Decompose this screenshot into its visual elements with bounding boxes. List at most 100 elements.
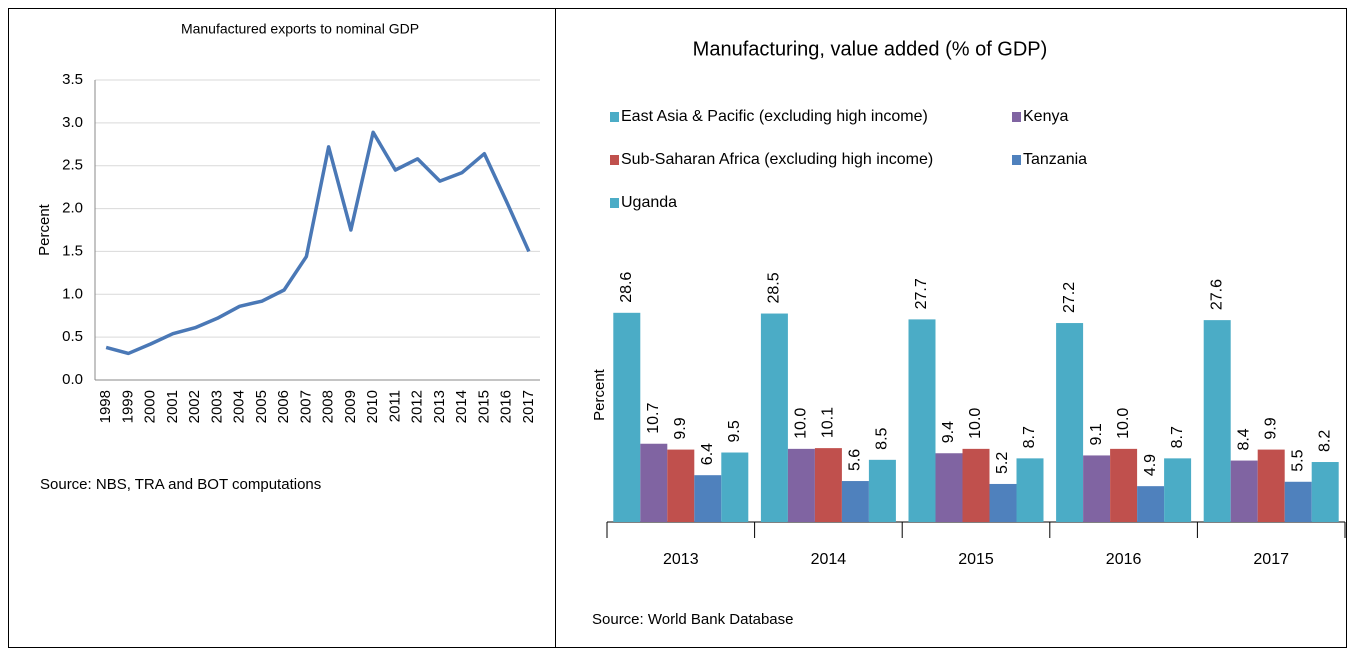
bar [1311, 462, 1339, 522]
x-tick-label: 2017 [1253, 551, 1289, 568]
y-tick-label: 0.0 [62, 371, 83, 388]
source-note: Source: NBS, TRA and BOT computations [40, 476, 321, 493]
bar [841, 481, 869, 522]
bar [1203, 320, 1231, 522]
bar [935, 453, 963, 522]
legend-label: Uganda [621, 194, 677, 211]
value-label: 9.1 [1088, 423, 1105, 445]
value-label: 9.9 [1262, 417, 1279, 439]
source-note: Source: World Bank Database [592, 611, 794, 628]
bar [667, 449, 695, 522]
bar [868, 459, 896, 522]
value-label: 28.5 [766, 272, 783, 303]
x-tick-label: 2010 [364, 390, 381, 423]
value-label: 8.2 [1316, 430, 1333, 452]
x-tick-label: 2013 [663, 551, 699, 568]
x-tick-label: 2014 [811, 551, 847, 568]
value-label: 10.0 [967, 408, 984, 439]
bar [1284, 481, 1312, 522]
bar [962, 448, 990, 522]
bar [613, 312, 641, 522]
x-tick-label: 1999 [119, 390, 136, 423]
legend-swatch [610, 198, 619, 208]
bar [694, 475, 722, 522]
value-label: 8.7 [1169, 426, 1186, 448]
value-label: 5.6 [847, 449, 864, 471]
value-label: 10.0 [1115, 408, 1132, 439]
bar [814, 448, 842, 522]
x-tick-label: 2003 [208, 390, 225, 423]
x-tick-label: 2009 [342, 390, 359, 423]
y-tick-label: 1.0 [62, 285, 83, 302]
x-tick-label: 2014 [453, 390, 470, 423]
value-label: 10.1 [820, 407, 837, 438]
value-label: 4.9 [1142, 454, 1159, 476]
bar [721, 452, 749, 522]
value-label: 28.6 [618, 272, 635, 303]
x-tick-label: 2007 [297, 390, 314, 423]
y-axis-label: Percent [591, 368, 608, 421]
y-axis-label: Percent [36, 203, 53, 256]
legend-label: Tanzania [1023, 151, 1087, 168]
bar [640, 443, 668, 522]
bar [760, 313, 788, 522]
bar [1230, 460, 1258, 522]
legend-swatch [610, 155, 619, 165]
x-tick-label: 2005 [253, 390, 270, 423]
x-tick-label: 2004 [231, 390, 248, 423]
frame [8, 8, 1347, 648]
bar [1257, 449, 1285, 522]
value-label: 9.5 [726, 420, 743, 442]
x-tick-label: 2001 [164, 390, 181, 423]
bar [1110, 448, 1138, 522]
bar [787, 448, 815, 522]
y-tick-label: 3.5 [62, 71, 83, 88]
value-label: 5.2 [994, 452, 1011, 474]
x-tick-label: 1998 [97, 390, 114, 423]
value-label: 27.6 [1208, 279, 1225, 310]
x-tick-label: 2002 [186, 390, 203, 423]
value-label: 5.5 [1289, 449, 1306, 471]
bar [908, 319, 936, 522]
value-label: 9.4 [940, 421, 957, 443]
y-tick-label: 3.0 [62, 114, 83, 131]
chart-title: Manufactured exports to nominal GDP [181, 21, 419, 37]
value-label: 8.4 [1235, 428, 1252, 450]
bar [1056, 323, 1084, 522]
value-label: 8.7 [1021, 426, 1038, 448]
legend-label: East Asia & Pacific (excluding high inco… [621, 108, 928, 125]
bar [1083, 455, 1111, 522]
y-tick-label: 2.5 [62, 157, 83, 174]
legend-swatch [1012, 112, 1021, 122]
value-label: 6.4 [699, 443, 716, 465]
x-tick-label: 2013 [431, 390, 448, 423]
legend-label: Sub-Saharan Africa (excluding high incom… [621, 151, 933, 168]
bar [1016, 458, 1044, 522]
bar [1164, 458, 1192, 522]
value-label: 9.9 [672, 417, 689, 439]
value-label: 27.2 [1061, 282, 1078, 313]
value-label: 10.7 [645, 402, 662, 433]
line-series [105, 130, 531, 356]
y-tick-label: 0.5 [62, 328, 83, 345]
x-tick-label: 2017 [520, 390, 537, 423]
value-label: 10.0 [793, 408, 810, 439]
y-tick-label: 2.0 [62, 200, 83, 217]
x-tick-label: 2008 [320, 390, 337, 423]
x-tick-label: 2016 [498, 390, 515, 423]
x-tick-label: 2015 [475, 390, 492, 423]
y-tick-label: 1.5 [62, 242, 83, 259]
x-tick-label: 2000 [142, 390, 159, 423]
value-label: 27.7 [913, 278, 930, 309]
x-tick-label: 2006 [275, 390, 292, 423]
x-tick-label: 2012 [409, 390, 426, 423]
legend-label: Kenya [1023, 108, 1068, 125]
bar [989, 483, 1017, 522]
bar [1137, 486, 1165, 522]
x-tick-label: 2011 [386, 390, 403, 422]
chart-title: Manufacturing, value added (% of GDP) [693, 38, 1048, 60]
value-label: 8.5 [874, 427, 891, 449]
legend-swatch [610, 112, 619, 122]
